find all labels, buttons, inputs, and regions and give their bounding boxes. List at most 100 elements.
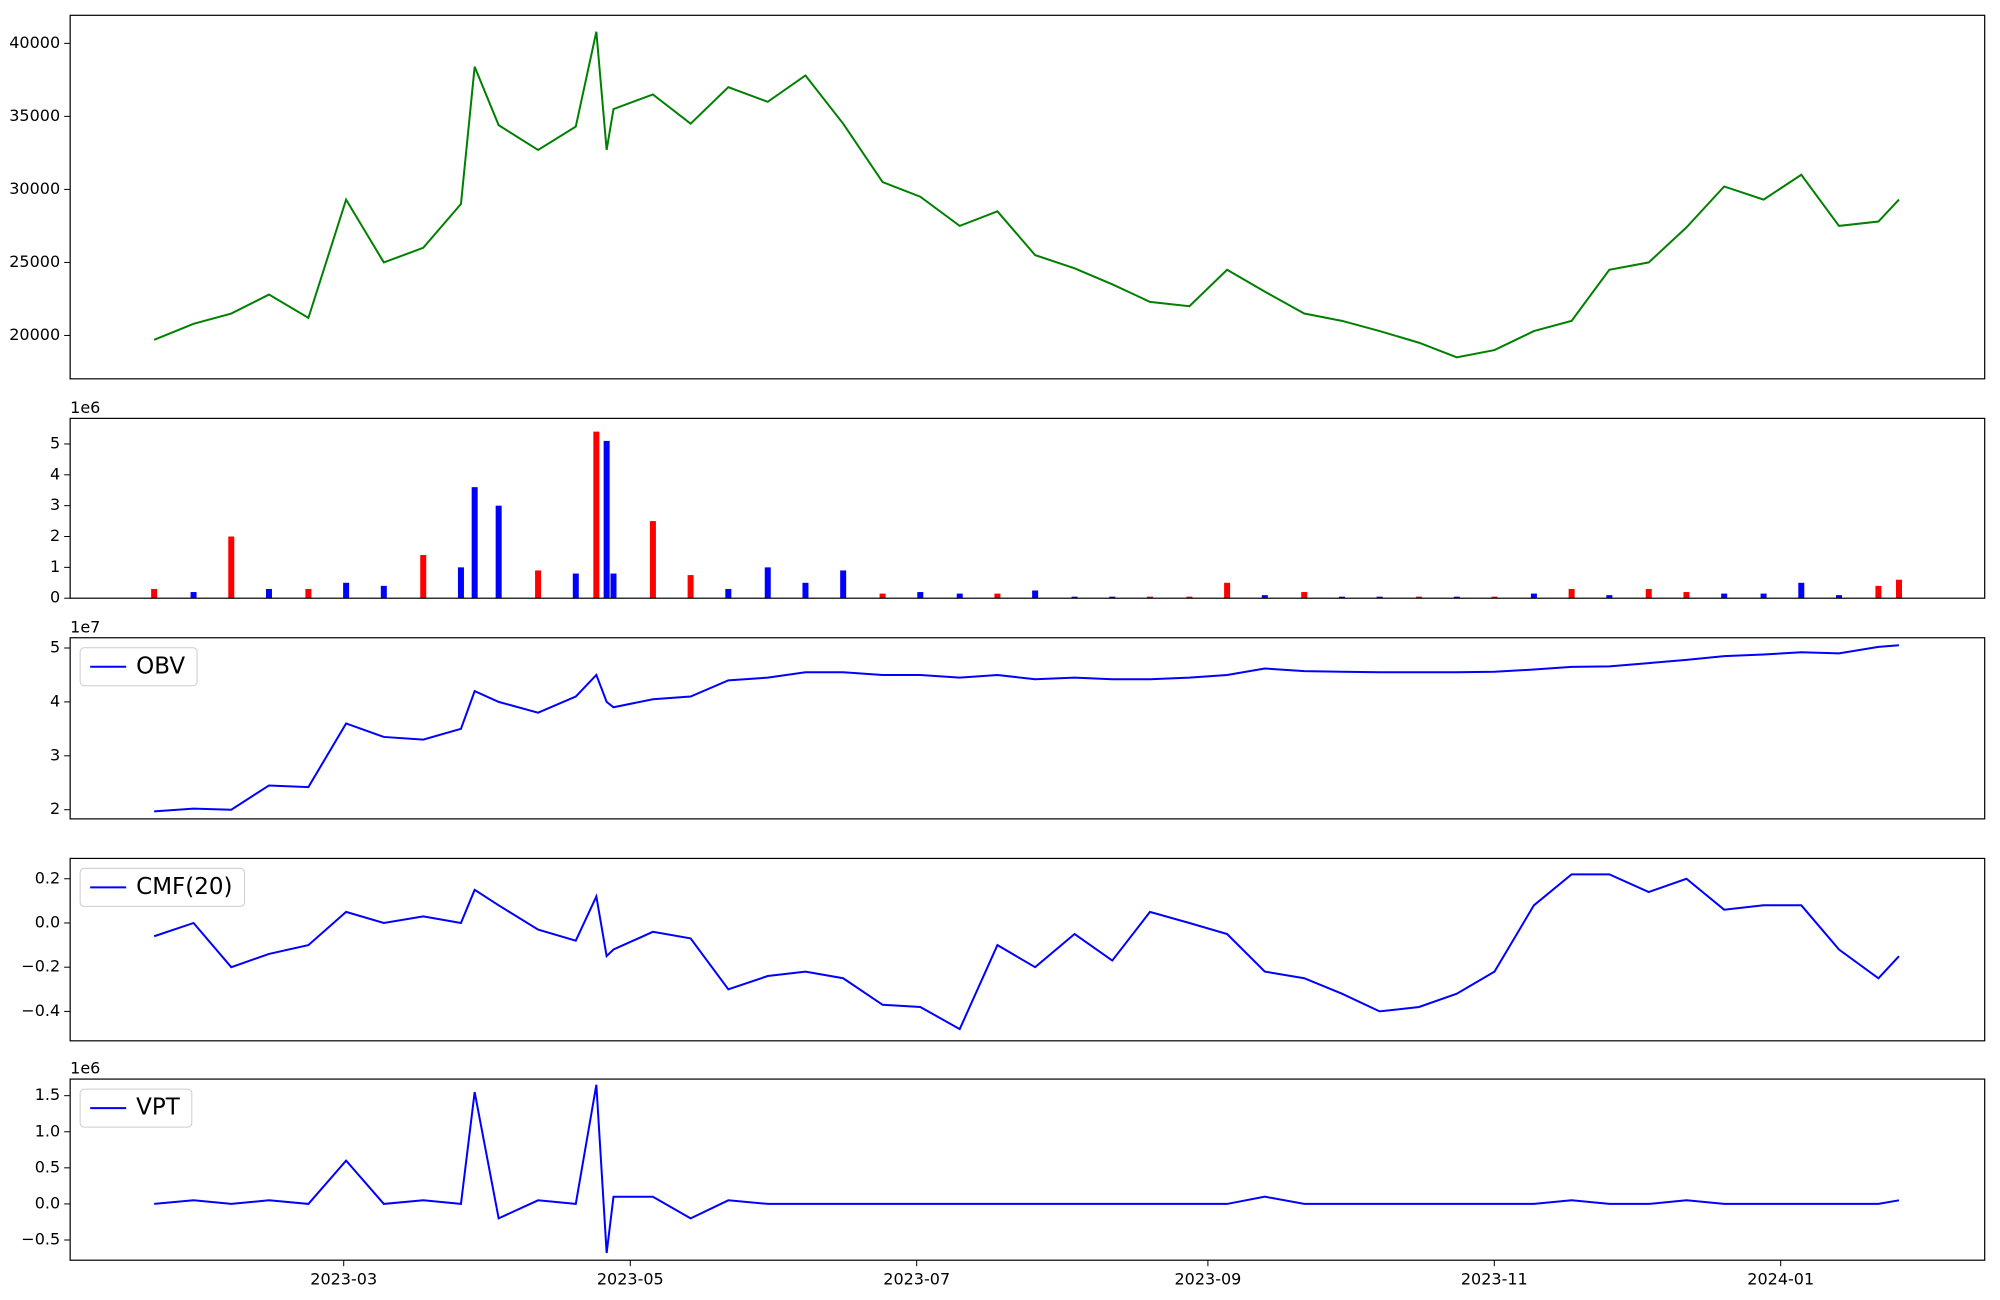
volume-bar [1645, 588, 1652, 599]
legend: OBV [79, 647, 198, 687]
y-tick-label: 35000 [9, 106, 60, 125]
volume-bar [1376, 596, 1383, 599]
volume-bar [151, 588, 158, 599]
volume-bar [1416, 596, 1423, 599]
volume-bar [802, 582, 809, 599]
axes-frame [69, 417, 1986, 599]
series-line [153, 873, 1900, 1031]
x-tick-label: 2023-05 [597, 1270, 664, 1289]
legend-box [79, 867, 246, 907]
volume-bar [1530, 593, 1537, 599]
y-tick-label: 1.0 [35, 1121, 60, 1140]
volume-bar [840, 570, 847, 599]
y-tick-label: 2 [50, 799, 60, 818]
y-tick-label: 30000 [9, 179, 60, 198]
volume-bar [535, 570, 542, 599]
y-tick-label: 25000 [9, 252, 60, 271]
legend-box [79, 1088, 193, 1128]
volume-bar [1836, 595, 1843, 599]
volume-bar [649, 521, 656, 599]
y-tick-label: 40000 [9, 33, 60, 52]
volume-bar [190, 592, 197, 599]
legend: VPT [79, 1088, 193, 1128]
volume-bar [1071, 596, 1078, 599]
volume-bar [956, 593, 963, 599]
axes-frame [69, 14, 1986, 380]
y-tick-label: 0.2 [35, 868, 60, 887]
volume-bar [610, 573, 617, 599]
volume-bar [1261, 595, 1268, 599]
x-tick-label: 2023-09 [1174, 1270, 1241, 1289]
volume-bar [1760, 593, 1767, 599]
legend: CMF(20) [79, 867, 246, 907]
volume-bar [471, 487, 478, 599]
y-tick-label: −0.2 [21, 957, 60, 976]
y-tick-label: 0.0 [35, 1193, 60, 1212]
volume-bar [343, 582, 350, 599]
x-tick-label: 2024-01 [1747, 1270, 1814, 1289]
series-line [153, 31, 1900, 359]
volume-bar [1568, 588, 1575, 599]
volume-bar [1032, 590, 1039, 599]
volume-bar [725, 588, 732, 599]
axes-frame [69, 1078, 1986, 1261]
y-tick-label: 0.0 [35, 912, 60, 931]
axis-offset-text: 1e6 [70, 398, 100, 417]
volume-bar [420, 555, 427, 599]
volume-bar [1683, 592, 1690, 599]
legend-label: OBV [136, 653, 185, 679]
x-tick-label: 2023-03 [310, 1270, 377, 1289]
volume-bar [1301, 592, 1308, 599]
series-line [154, 644, 1900, 813]
volume-bar [572, 573, 579, 599]
volume-bar [917, 592, 924, 599]
volume-bar [1875, 585, 1882, 599]
y-tick-label: 3 [50, 745, 60, 764]
volume-bar [1895, 579, 1902, 599]
volume-bar [603, 440, 610, 599]
volume-bar [879, 593, 886, 599]
legend-box [79, 647, 198, 687]
y-tick-label: −0.4 [21, 1001, 60, 1020]
y-tick-label: 1.5 [35, 1085, 60, 1104]
volume-bar [1224, 582, 1231, 599]
axis-offset-text: 1e6 [70, 1059, 100, 1078]
y-tick-label: 5 [50, 433, 60, 452]
legend-label: VPT [136, 1095, 181, 1121]
y-tick-label: 2 [50, 526, 60, 545]
volume-bar [457, 567, 464, 599]
y-tick-label: 20000 [9, 325, 60, 344]
x-tick-label: 2023-11 [1461, 1270, 1528, 1289]
axes-frame [69, 637, 1986, 820]
volume-bar [687, 575, 694, 599]
x-tick-label: 2023-07 [883, 1270, 950, 1289]
volume-bar [228, 536, 235, 599]
volume-bar [1186, 596, 1193, 599]
volume-bar [1453, 596, 1460, 599]
volume-bar [495, 505, 502, 599]
volume-bar [994, 593, 1001, 599]
volume-bar [1338, 596, 1345, 599]
volume-bar [1606, 595, 1613, 599]
y-tick-label: 0.5 [35, 1157, 60, 1176]
y-tick-label: 5 [50, 637, 60, 656]
volume-bar [265, 588, 272, 599]
volume-bar [1491, 596, 1498, 599]
y-tick-label: 4 [50, 464, 60, 483]
series-line [154, 1084, 1900, 1254]
volume-bar [764, 567, 771, 599]
y-tick-label: 4 [50, 691, 60, 710]
volume-bar [1146, 596, 1153, 599]
volume-bar [1109, 596, 1116, 599]
volume-bar [305, 588, 312, 599]
axes-frame [69, 857, 1986, 1042]
volume-bar [1721, 593, 1728, 599]
legend-label: CMF(20) [136, 874, 232, 900]
y-tick-label: 0 [50, 588, 60, 607]
y-tick-label: 3 [50, 495, 60, 514]
y-tick-label: −0.5 [21, 1229, 60, 1248]
axis-offset-text: 1e7 [70, 617, 100, 636]
volume-bar [380, 585, 387, 599]
